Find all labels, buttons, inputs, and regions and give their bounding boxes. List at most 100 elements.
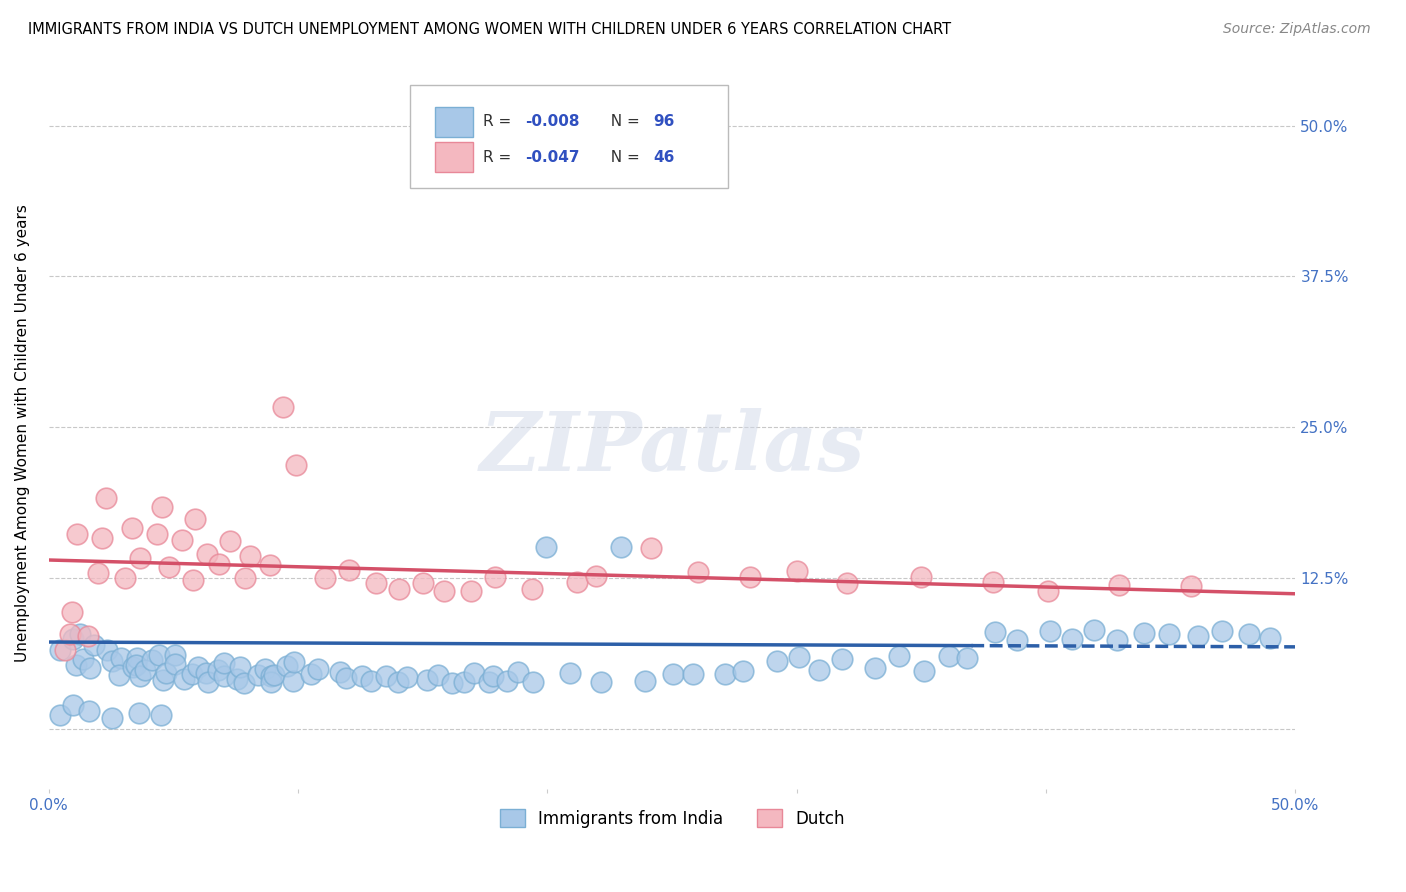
Point	[129, 668, 152, 682]
Point	[1157, 627, 1180, 641]
Point	[416, 673, 439, 687]
Point	[522, 674, 544, 689]
Point	[283, 656, 305, 670]
Point	[163, 648, 186, 662]
Point	[239, 549, 262, 563]
Point	[100, 711, 122, 725]
Text: R =: R =	[482, 114, 516, 129]
Point	[307, 662, 329, 676]
Point	[335, 672, 357, 686]
Point	[387, 674, 409, 689]
Point	[260, 669, 283, 683]
Point	[207, 664, 229, 678]
Point	[254, 662, 277, 676]
Point	[128, 706, 150, 720]
Point	[912, 664, 935, 678]
Point	[360, 673, 382, 688]
Point	[77, 629, 100, 643]
Point	[195, 665, 218, 680]
Point	[183, 573, 205, 587]
Point	[101, 654, 124, 668]
Point	[114, 571, 136, 585]
Legend: Immigrants from India, Dutch: Immigrants from India, Dutch	[494, 803, 851, 834]
Point	[155, 665, 177, 680]
Point	[789, 650, 811, 665]
Point	[831, 651, 853, 665]
Point	[807, 663, 830, 677]
Point	[433, 583, 456, 598]
Point	[96, 491, 118, 505]
Point	[366, 576, 388, 591]
Point	[1105, 633, 1128, 648]
Point	[124, 657, 146, 672]
Point	[77, 704, 100, 718]
Point	[246, 667, 269, 681]
Point	[589, 674, 612, 689]
Point	[263, 668, 285, 682]
Point	[212, 656, 235, 670]
Point	[60, 605, 83, 619]
Point	[79, 661, 101, 675]
Point	[610, 540, 633, 554]
Point	[86, 566, 108, 580]
Point	[496, 673, 519, 688]
Point	[1062, 632, 1084, 646]
Point	[285, 458, 308, 473]
Point	[91, 531, 114, 545]
Point	[339, 563, 361, 577]
Point	[1180, 579, 1202, 593]
Point	[1211, 624, 1233, 638]
Point	[281, 674, 304, 689]
Point	[463, 665, 485, 680]
Point	[62, 698, 84, 712]
Point	[121, 520, 143, 534]
Point	[984, 624, 1007, 639]
Point	[536, 540, 558, 554]
Point	[65, 657, 87, 672]
Point	[1007, 632, 1029, 647]
Point	[441, 675, 464, 690]
Point	[863, 661, 886, 675]
Point	[271, 400, 294, 414]
Point	[585, 569, 607, 583]
Point	[522, 582, 544, 596]
Point	[837, 576, 859, 591]
Text: 46: 46	[654, 150, 675, 165]
Point	[122, 660, 145, 674]
Point	[197, 547, 219, 561]
Point	[1108, 578, 1130, 592]
Point	[225, 672, 247, 686]
Text: IMMIGRANTS FROM INDIA VS DUTCH UNEMPLOYMENT AMONG WOMEN WITH CHILDREN UNDER 6 YE: IMMIGRANTS FROM INDIA VS DUTCH UNEMPLOYM…	[28, 22, 952, 37]
Point	[62, 632, 84, 646]
Point	[149, 707, 172, 722]
Point	[910, 569, 932, 583]
Point	[208, 557, 231, 571]
Point	[484, 569, 506, 583]
Point	[388, 582, 411, 597]
Point	[956, 650, 979, 665]
Point	[314, 571, 336, 585]
Point	[1038, 583, 1060, 598]
Text: 96: 96	[654, 114, 675, 129]
Point	[1133, 626, 1156, 640]
Point	[69, 627, 91, 641]
Point	[981, 575, 1004, 590]
Point	[1187, 629, 1209, 643]
FancyBboxPatch shape	[436, 142, 472, 172]
Point	[49, 708, 72, 723]
Point	[184, 511, 207, 525]
Point	[141, 653, 163, 667]
Point	[181, 667, 204, 681]
Point	[634, 674, 657, 689]
Point	[49, 643, 72, 657]
Point	[134, 663, 156, 677]
Text: ZIPatlas: ZIPatlas	[479, 408, 865, 488]
Point	[187, 660, 209, 674]
Point	[731, 664, 754, 678]
Text: N =: N =	[600, 150, 645, 165]
Point	[786, 565, 808, 579]
Point	[682, 667, 704, 681]
Point	[329, 665, 352, 680]
Point	[110, 650, 132, 665]
Point	[765, 654, 787, 668]
